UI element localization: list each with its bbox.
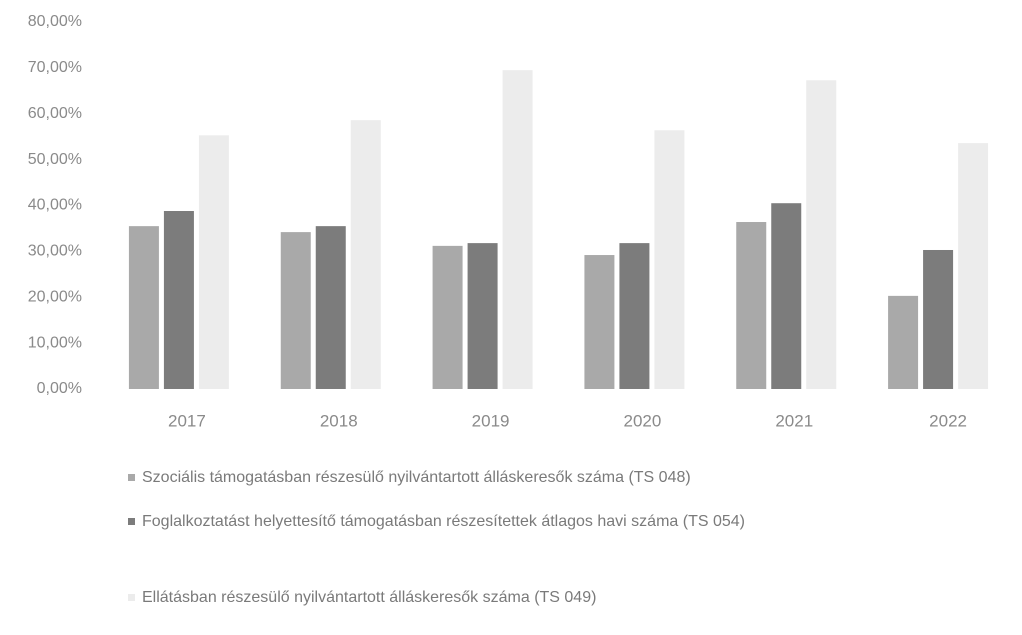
- legend-swatch: [128, 474, 135, 481]
- y-tick-label: 10,00%: [28, 334, 82, 351]
- legend: Szociális támogatásban részesülő nyilván…: [128, 466, 745, 610]
- bar: [502, 70, 533, 389]
- legend-entry: Ellátásban részesülő nyilvántartott állá…: [128, 586, 745, 610]
- x-tick-label: 2021: [775, 411, 813, 430]
- bar: [771, 203, 802, 389]
- bar: [806, 80, 837, 389]
- bar: [280, 232, 311, 389]
- bar: [654, 130, 685, 389]
- x-tick-label: 2020: [624, 411, 662, 430]
- bar: [619, 243, 650, 389]
- legend-entry: Foglalkoztatást helyettesítő támogatásba…: [128, 510, 745, 534]
- legend-swatch: [128, 518, 135, 525]
- x-tick-label: 2018: [320, 411, 358, 430]
- bar: [888, 295, 919, 389]
- bar: [584, 255, 615, 389]
- y-tick-label: 30,00%: [28, 243, 82, 260]
- legend-entry: Szociális támogatásban részesülő nyilván…: [128, 466, 745, 490]
- bar: [467, 243, 498, 389]
- bar: [923, 249, 954, 389]
- bar: [315, 226, 346, 389]
- legend-swatch: [128, 594, 135, 601]
- y-tick-label: 50,00%: [28, 151, 82, 168]
- legend-label: Ellátásban részesülő nyilvántartott állá…: [142, 589, 597, 606]
- y-tick-label: 0,00%: [37, 380, 82, 397]
- legend-label: Szociális támogatásban részesülő nyilván…: [142, 469, 691, 486]
- x-tick-label: 2017: [168, 411, 206, 430]
- legend-label: Foglalkoztatást helyettesítő támogatásba…: [142, 513, 745, 530]
- x-tick-label: 2022: [929, 411, 967, 430]
- bar: [198, 135, 229, 389]
- bar: [128, 226, 159, 389]
- x-tick-label: 2019: [472, 411, 510, 430]
- bar: [736, 222, 767, 389]
- y-tick-label: 40,00%: [28, 197, 82, 214]
- y-tick-label: 80,00%: [28, 13, 82, 30]
- bar: [163, 211, 194, 389]
- bar: [350, 120, 381, 390]
- chart: 0,00% 10,00% 20,00% 30,00% 40,00% 50,00% 60,00…: [28, 13, 989, 430]
- y-tick-label: 60,00%: [28, 105, 82, 122]
- bar: [958, 143, 989, 389]
- y-tick-label: 70,00%: [28, 59, 82, 76]
- bar: [432, 245, 463, 389]
- y-tick-label: 20,00%: [28, 288, 82, 305]
